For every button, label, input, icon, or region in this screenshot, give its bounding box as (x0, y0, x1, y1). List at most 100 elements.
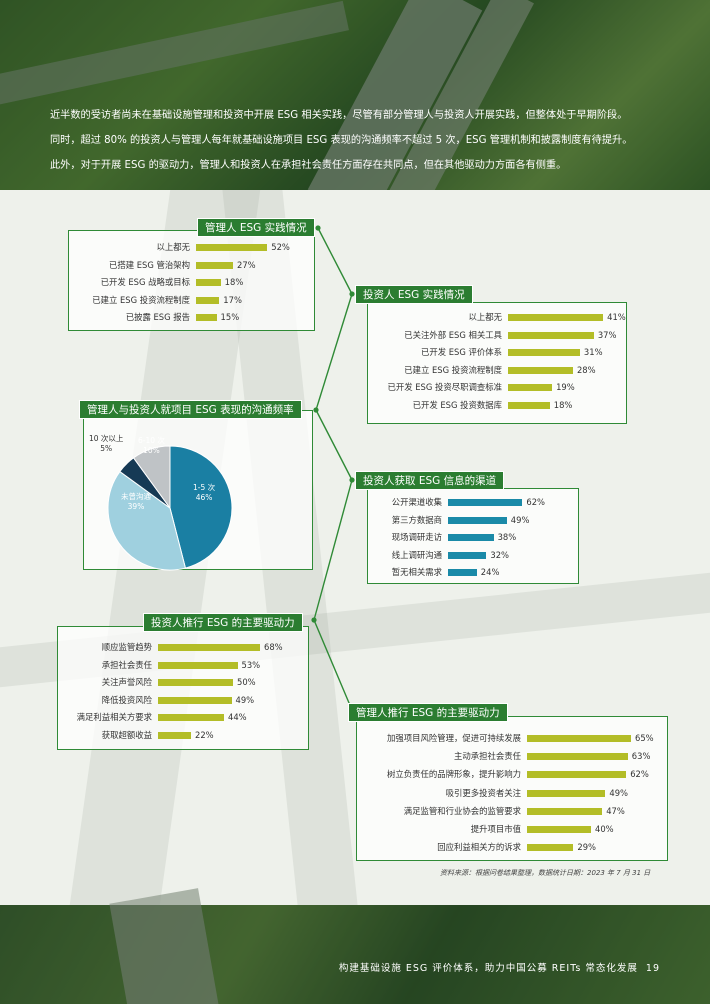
mgr_practice-value-0: 52% (271, 242, 290, 252)
mgr-practice-title: 管理人 ESG 实践情况 (197, 218, 315, 237)
mgr_drivers-bar-0 (527, 735, 631, 742)
mgr_drivers-label-3: 吸引更多投资者关注 (445, 787, 521, 798)
mgr-practice-box: 以上都无 52% 已搭建 ESG 管治架构 27% 已开发 ESG 战略或目标 18% 已建… (68, 230, 315, 331)
inv_channels-bar-0 (448, 499, 523, 506)
mgr_drivers-label-2: 树立负责任的品牌形象，提升影响力 (387, 769, 521, 780)
inv_drivers-bar-0 (158, 644, 260, 651)
inv_practice-bar-4 (508, 384, 553, 392)
mgr_drivers-bar-2 (527, 771, 627, 779)
mgr_practice-bar-0 (196, 244, 268, 251)
mgr_practice-label-2: 已开发 ESG 战略或目标 (100, 277, 190, 287)
connector-1 (317, 227, 353, 295)
pie-slice-1 (107, 470, 187, 571)
source-note: 资料来源：根据问卷结果整理，数据统计日期：2023 年 7 月 31 日 (440, 869, 651, 877)
inv_drivers-label-4: 满足利益相关方要求 (76, 712, 152, 722)
inv_drivers-value-0: 68% (264, 642, 283, 652)
mgr_drivers-label-4: 满足监管和行业协会的监管要求 (403, 805, 521, 816)
inv_practice-bar-0 (508, 314, 604, 321)
mgr_drivers-bar-1 (527, 753, 628, 761)
mgr_drivers-bar-6 (527, 844, 574, 852)
mgr_drivers-value-4: 47% (606, 805, 625, 816)
pie-label-1-5: 1-5 次 46% (193, 483, 216, 502)
mgr_practice-label-0: 以上都无 (156, 242, 191, 252)
inv_drivers-label-1: 承担社会责任 (101, 659, 152, 670)
inv_drivers-bar-3 (158, 696, 232, 704)
node-4 (349, 477, 355, 483)
inv_drivers-bar-2 (158, 679, 233, 686)
inv-drivers-title: 投资人推行 ESG 的主要驱动力 (143, 613, 303, 632)
node-2 (349, 291, 355, 297)
inv_practice-value-3: 28% (576, 364, 596, 375)
intro-line-1: 近半数的受访者尚未在基础设施管理和投资中开展 ESG 相关实践，尽管有部分管理人… (50, 110, 628, 121)
mgr_drivers-value-5: 40% (595, 824, 614, 834)
mgr-drivers-box: 加强项目风险管理，促进可持续发展 65% 主动承担社会责任 63% 树立负责任的品牌形象… (356, 716, 668, 861)
mgr_drivers-label-5: 提升项目市值 (470, 824, 521, 834)
inv_drivers-label-0: 顺应监管趋势 (101, 642, 152, 652)
connector-3 (315, 409, 353, 481)
inv_channels-label-4: 暂无相关需求 (391, 567, 442, 577)
node-5 (311, 617, 317, 623)
inv_drivers-label-5: 获取超额收益 (101, 729, 152, 740)
comm-freq-title: 管理人与投资人就项目 ESG 表现的沟通频率 (79, 400, 302, 419)
inv_drivers-value-5: 22% (195, 729, 214, 740)
inv_drivers-bar-4 (158, 714, 224, 721)
inv_channels-label-0: 公开渠道收集 (391, 497, 442, 507)
inv_channels-label-2: 现场调研走访 (391, 532, 442, 542)
footer-title: 构建基础设施 ESG 评价体系，助力中国公募 REITs 常态化发展 (338, 963, 638, 974)
inv_drivers-bar-5 (158, 731, 191, 739)
inv-practice-title: 投资人 ESG 实践情况 (355, 285, 473, 304)
mgr_drivers-value-2: 62% (630, 769, 649, 780)
footer-banner (0, 888, 710, 1004)
mgr_drivers-label-0: 加强项目风险管理，促进可持续发展 (387, 733, 521, 743)
inv_channels-bar-3 (448, 551, 487, 559)
mgr_practice-value-1: 27% (236, 259, 256, 270)
pie-label-never: 未曾沟通 39% (121, 492, 151, 511)
mgr_practice-label-4: 已披露 ESG 报告 (125, 312, 190, 322)
inv_drivers-value-4: 44% (228, 712, 247, 722)
inv_practice-label-3: 已建立 ESG 投资流程制度 (404, 364, 502, 375)
inv_drivers-bar-1 (158, 661, 238, 669)
inv_channels-value-3: 32% (490, 549, 510, 560)
mgr_practice-bar-4 (196, 314, 217, 321)
mgr_drivers-label-1: 主动承担社会责任 (454, 751, 521, 762)
mgr_practice-bar-3 (196, 296, 220, 304)
connector-5 (313, 619, 353, 711)
comm-freq-pie (107, 445, 233, 571)
mgr_practice-bar-1 (196, 261, 233, 269)
inv_practice-label-4: 已开发 ESG 投资尽职调查标准 (387, 382, 502, 393)
footer: 构建基础设施 ESG 评价体系，助力中国公募 REITs 常态化发展 19 (339, 960, 660, 974)
inv_practice-value-1: 37% (597, 329, 617, 340)
inv_practice-bar-2 (508, 349, 580, 357)
connector-4 (313, 479, 353, 621)
mgr_drivers-value-3: 49% (609, 787, 629, 798)
mgr_drivers-bar-4 (527, 807, 603, 815)
inv_channels-value-2: 38% (497, 532, 517, 542)
inv_practice-value-2: 31% (583, 347, 603, 358)
pie-label-6-10: 6-10 次 10% (138, 436, 165, 455)
inv_channels-label-1: 第三方数据商 (391, 514, 442, 525)
inv_practice-label-5: 已开发 ESG 投资数据库 (412, 400, 502, 410)
pie-slice-0 (169, 445, 233, 569)
inv_drivers-label-3: 降低投资风险 (101, 694, 152, 705)
inv_channels-value-0: 62% (526, 497, 546, 507)
inv-channels-box: 公开渠道收集 62% 第三方数据商 49% 现场调研走访 38% 线上调研沟通 32% 暂无相关… (367, 488, 579, 584)
mgr_drivers-value-0: 65% (635, 733, 654, 743)
page-number: 19 (645, 963, 660, 974)
mgr_drivers-value-6: 29% (577, 842, 597, 853)
mgr_practice-label-1: 已搭建 ESG 管治架构 (108, 259, 190, 270)
inv_drivers-value-1: 53% (241, 659, 261, 670)
inv_practice-bar-3 (508, 366, 573, 374)
inv_practice-label-0: 以上都无 (468, 312, 503, 322)
pie-slice-3 (132, 445, 171, 510)
inv_practice-bar-1 (508, 331, 594, 339)
mgr_drivers-label-6: 回应利益相关方的诉求 (437, 842, 521, 853)
inv_practice-bar-5 (508, 402, 550, 409)
inv_channels-value-1: 49% (510, 514, 530, 525)
inv_practice-label-2: 已开发 ESG 评价体系 (420, 347, 502, 358)
inv-practice-box: 以上都无 41% 已关注外部 ESG 相关工具 37% 已开发 ESG 评价体系 31% 已… (367, 302, 627, 424)
mgr_practice-label-3: 已建立 ESG 投资流程制度 (92, 294, 190, 305)
inv_practice-label-1: 已关注外部 ESG 相关工具 (404, 329, 502, 340)
inv-drivers-box: 顺应监管趋势 68% 承担社会责任 53% 关注声誉风险 50% 降低投资风险 49% 满足利益… (57, 626, 309, 750)
mgr_drivers-value-1: 63% (631, 751, 651, 762)
